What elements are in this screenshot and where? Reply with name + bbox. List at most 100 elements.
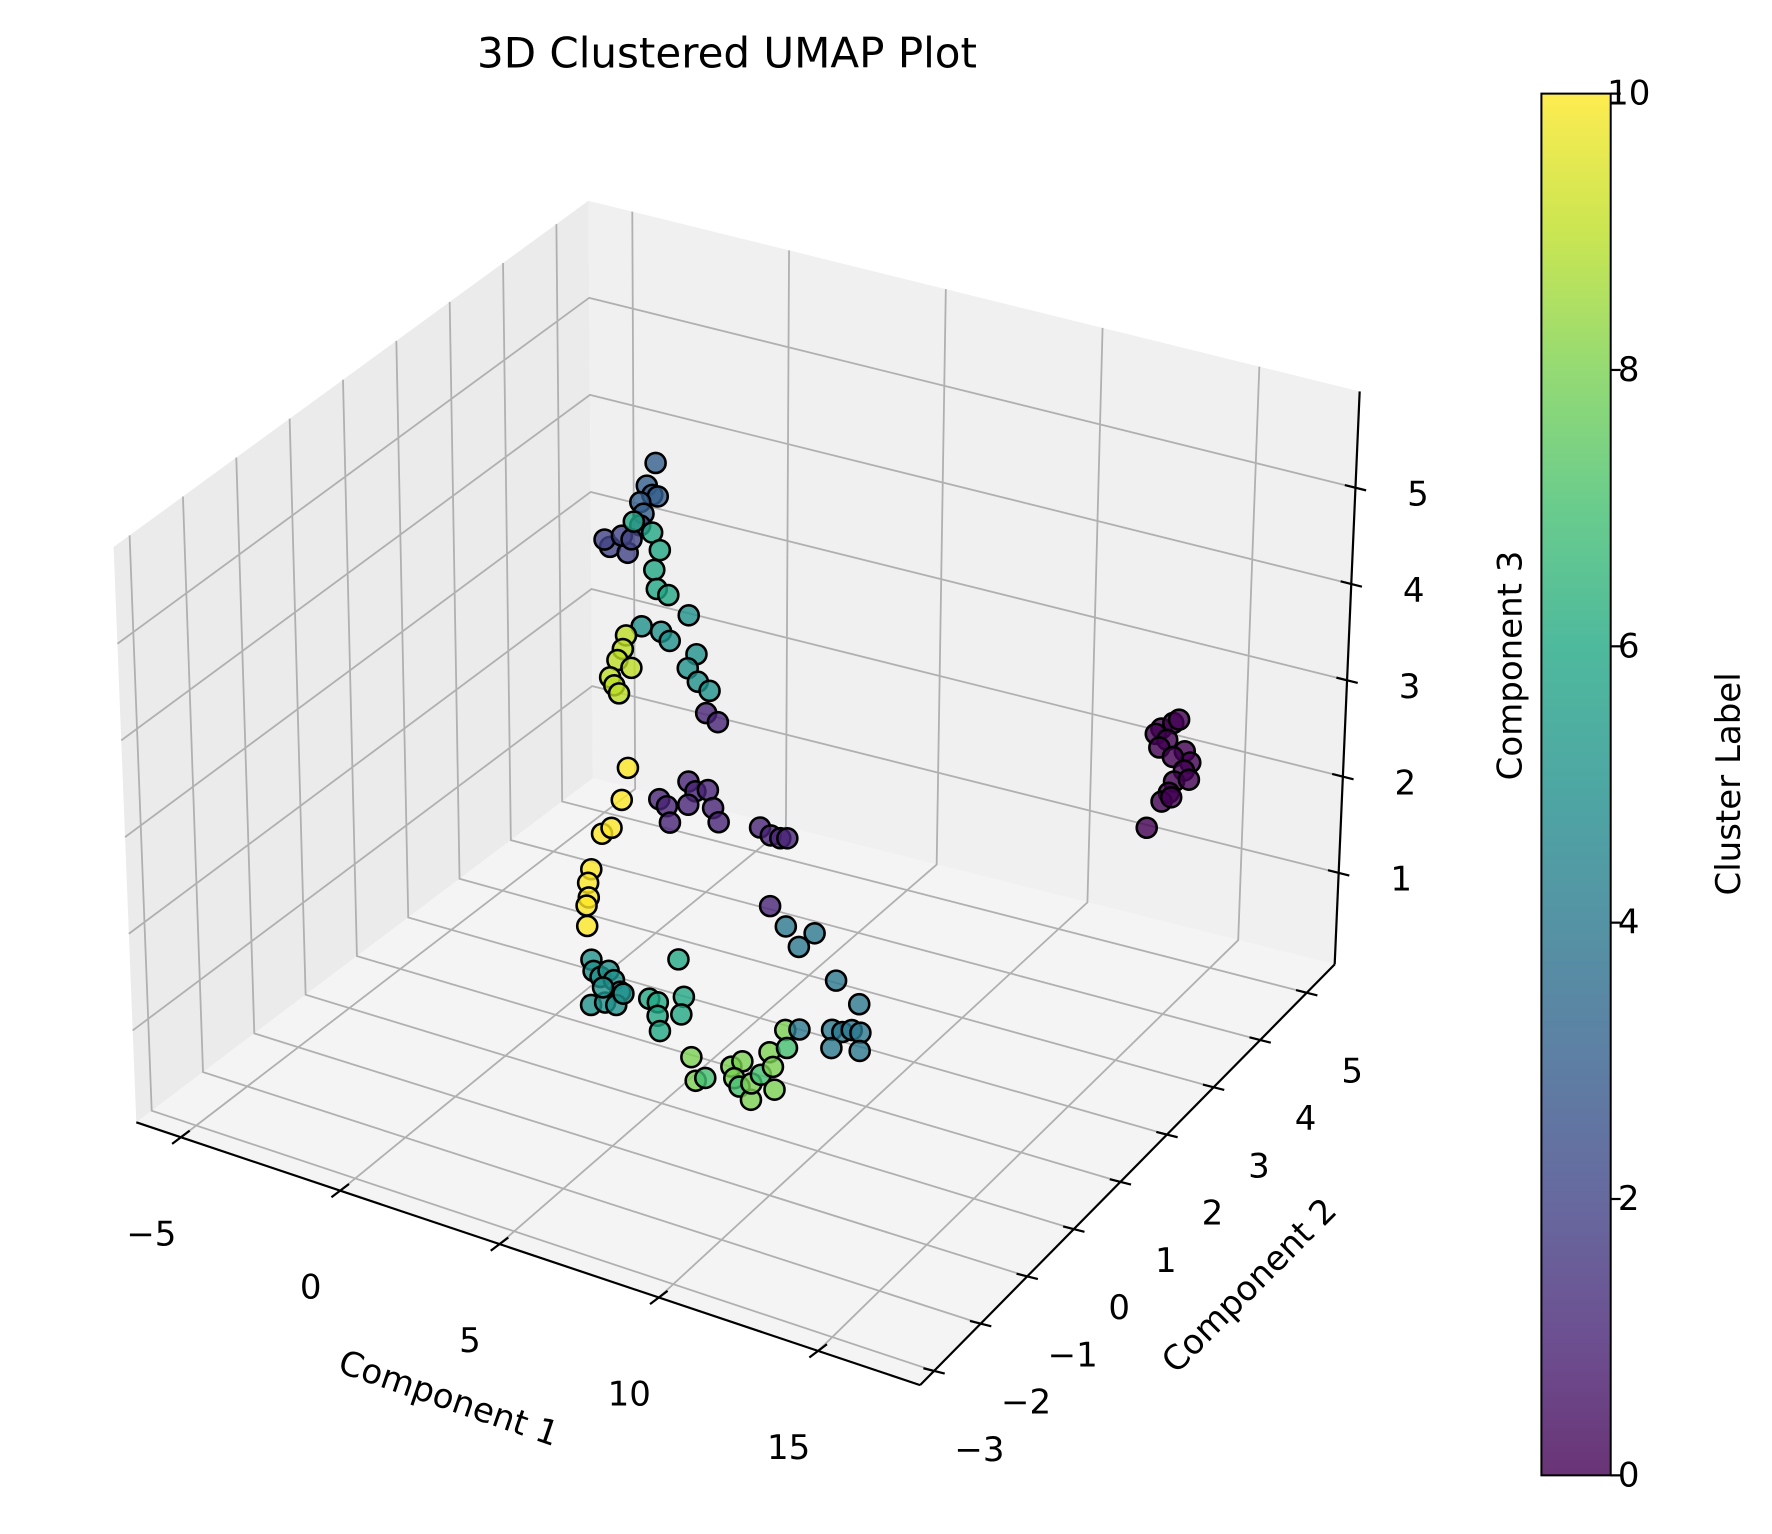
y-tick: [1109, 1178, 1132, 1186]
z-tick: [1340, 580, 1363, 588]
x-tick-label: 10: [608, 1375, 651, 1415]
colorbar-tick-label: 8: [1618, 350, 1640, 390]
data-point: [847, 992, 871, 1016]
data-point: [803, 922, 826, 945]
y-tick-label: 4: [1295, 1099, 1317, 1139]
grid-line: [448, 301, 1214, 1089]
y-tick-label: 5: [1341, 1052, 1363, 1092]
grid-line: [288, 418, 1075, 1230]
grid-line: [658, 327, 1104, 1299]
data-point: [706, 710, 730, 734]
data-point: [591, 976, 615, 999]
data-point: [698, 679, 721, 703]
data-point: [787, 935, 811, 959]
data-point: [824, 969, 848, 992]
y-tick: [1156, 1130, 1178, 1139]
data-point: [1159, 786, 1183, 809]
x-tick: [171, 1129, 191, 1145]
data-point: [774, 915, 798, 938]
x-tick-label: 0: [300, 1268, 322, 1308]
z-tick: [1336, 676, 1359, 685]
grid-line: [235, 457, 1028, 1278]
data-point: [575, 894, 598, 917]
data-point: [1167, 708, 1191, 731]
colorbar-tick-label: 4: [1618, 903, 1640, 943]
data-point: [775, 1036, 799, 1060]
z-axis-title: Component 3: [1491, 551, 1531, 781]
pane-left: [113, 200, 593, 1123]
data-point: [657, 583, 680, 607]
colorbar-tick-label: 6: [1618, 626, 1640, 666]
data-point: [820, 1036, 843, 1060]
z-tick: [1331, 772, 1354, 781]
colorbar-tick-label: 2: [1618, 1179, 1640, 1219]
grid-line: [120, 393, 1352, 742]
colorbar-tick-label: 0: [1618, 1455, 1640, 1495]
y-tick-label: 3: [1248, 1146, 1270, 1186]
x-tick: [330, 1183, 350, 1199]
grid-line: [182, 496, 981, 1325]
z-tick-label: 2: [1395, 763, 1417, 803]
grid-line: [498, 289, 947, 1245]
y-tick-label: −2: [1001, 1383, 1051, 1423]
data-point: [575, 914, 599, 938]
grid-line: [817, 366, 1261, 1352]
data-point: [677, 604, 701, 627]
y-tick: [1062, 1225, 1085, 1233]
grid-line: [395, 340, 1168, 1136]
data-point: [788, 1018, 811, 1041]
x-tick-label: −5: [126, 1214, 176, 1254]
data-point: [676, 793, 700, 817]
y-tick: [1016, 1272, 1039, 1281]
grid-line: [555, 224, 1307, 994]
data-point: [642, 558, 666, 582]
y-tick: [1249, 1036, 1272, 1044]
data-point: [644, 451, 667, 475]
y-tick-label: −3: [954, 1430, 1004, 1470]
grid-line: [339, 250, 790, 1192]
x-tick: [649, 1290, 669, 1306]
data-point: [776, 827, 799, 850]
data-point: [607, 682, 631, 705]
data-point: [848, 1039, 871, 1063]
colorbar-tick-label: 10: [1607, 74, 1650, 114]
z-tick-label: 5: [1407, 474, 1429, 514]
data-point: [658, 811, 682, 834]
data-point: [693, 1066, 717, 1090]
grid-line: [502, 263, 1261, 1041]
grid-line: [180, 211, 637, 1138]
grid-line: [342, 379, 1121, 1183]
colorbar-label: Cluster Label: [1709, 672, 1749, 895]
data-point: [648, 538, 672, 562]
y-tick: [1295, 989, 1318, 997]
data-point: [670, 1003, 693, 1026]
data-point: [761, 1055, 785, 1079]
data-point: [622, 510, 646, 533]
x-tick-label: 5: [459, 1321, 481, 1361]
y-tick: [969, 1319, 992, 1328]
data-point: [612, 982, 635, 1005]
z-tick: [1344, 483, 1367, 492]
grid-line: [132, 685, 1339, 1032]
x-axis-title: Component 1: [334, 1342, 564, 1455]
z-tick-label: 1: [1390, 860, 1412, 900]
data-point: [707, 810, 730, 834]
data-point: [648, 1019, 672, 1043]
x-tick: [808, 1343, 828, 1359]
y-tick-label: 0: [1108, 1288, 1130, 1328]
z-tick-label: 3: [1399, 667, 1421, 707]
y-axis-line: [919, 963, 1336, 1386]
data-point: [658, 629, 682, 653]
chart-title: 3D Clustered UMAP Plot: [477, 29, 977, 78]
y-tick-label: 1: [1155, 1241, 1177, 1281]
data-point: [758, 894, 782, 918]
z-tick-label: 4: [1403, 571, 1425, 611]
data-point: [763, 1078, 786, 1101]
data-point: [600, 816, 623, 840]
grid-line: [124, 490, 1348, 838]
data-point: [680, 1045, 703, 1069]
y-tick: [1202, 1083, 1225, 1092]
colorbar: [1540, 92, 1612, 1477]
x-tick: [490, 1236, 509, 1252]
